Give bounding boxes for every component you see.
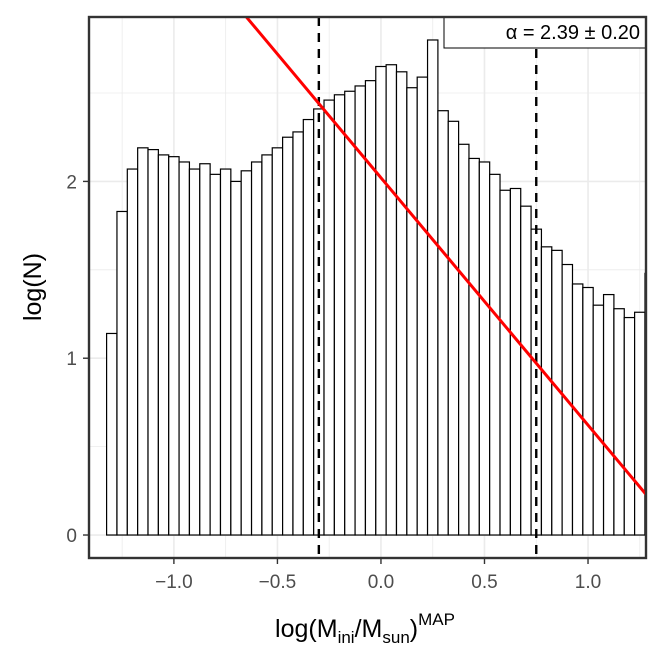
x-tick-label: 0.0: [368, 572, 394, 593]
histogram-bar: [426, 39, 439, 536]
histogram-bar: [271, 147, 284, 536]
histogram-bar: [157, 154, 170, 536]
histogram-bar: [302, 118, 315, 536]
fit-line: [244, 17, 646, 496]
x-tick-label: 0.5: [471, 572, 497, 593]
histogram-bar: [219, 168, 232, 536]
histogram-bar: [323, 99, 335, 536]
x-title-sub1: ini: [338, 628, 355, 647]
x-title-sub2: sun: [382, 628, 409, 647]
x-tick-label: −0.5: [259, 572, 297, 593]
histogram-bar: [582, 286, 594, 536]
histogram-bar: [178, 161, 191, 536]
histogram-bar: [468, 157, 480, 536]
reference-lines: [317, 17, 538, 558]
panel-border: [87, 15, 648, 560]
fit-line-group: [244, 17, 646, 496]
y-tick-label: 2: [66, 172, 77, 193]
histogram-bar: [292, 131, 304, 536]
histogram-bar: [240, 170, 253, 536]
histogram-bar: [489, 173, 501, 536]
histogram-bar: [458, 143, 470, 536]
annotation-box: [443, 16, 647, 49]
histogram-bar: [375, 65, 387, 536]
histogram-bar: [188, 168, 201, 536]
histogram-bar: [261, 154, 273, 536]
histogram-bar: [333, 94, 346, 536]
histogram-bar: [499, 189, 511, 536]
y-tick-label: 0: [66, 526, 77, 547]
histogram-bar: [634, 311, 646, 536]
x-tick-label: 1.0: [575, 572, 601, 593]
x-title-mid: /M: [355, 615, 383, 643]
x-title-main: log(M: [275, 615, 338, 643]
histogram-bar: [250, 161, 263, 536]
histogram-bar: [282, 136, 294, 536]
bars: [106, 39, 664, 536]
histogram-bar: [592, 304, 605, 536]
histogram-bar: [147, 148, 159, 536]
y-axis-title: log(N): [19, 253, 47, 321]
histogram-bar: [416, 76, 429, 536]
histogram-bar: [437, 110, 449, 536]
histogram-bar: [168, 156, 180, 536]
annotation-text: α = 2.39 ± 0.20: [506, 22, 640, 44]
alpha-annotation: α = 2.39 ± 0.20: [443, 16, 647, 49]
y-axis: 0 1 2: [66, 172, 89, 547]
histogram-bar: [509, 187, 522, 536]
histogram-bar: [344, 90, 356, 536]
histogram-bar: [478, 161, 491, 536]
y-tick-label: 1: [66, 349, 77, 370]
histogram-bar: [613, 308, 625, 536]
x-title-sup: MAP: [418, 610, 455, 629]
histogram-bar: [116, 210, 128, 536]
x-tick-label: −1.0: [155, 572, 193, 593]
x-axis-title: log(Mini/Msun)MAP: [275, 610, 455, 647]
histogram-bar: [126, 168, 139, 536]
histogram-bar: [106, 332, 118, 536]
x-title-close: ): [410, 615, 418, 643]
histogram-bar: [137, 147, 149, 536]
histogram-bar: [385, 64, 398, 536]
histogram-bar: [406, 87, 418, 536]
histogram-bar: [623, 316, 636, 536]
histogram-bar: [447, 120, 460, 536]
histogram-bar: [602, 293, 615, 536]
histogram-bar: [230, 180, 242, 536]
histogram-bar: [364, 80, 377, 536]
histogram-bar: [540, 246, 553, 536]
histogram-bar: [199, 163, 211, 536]
x-axis: −1.0 −0.5 0.0 0.5 1.0: [155, 558, 601, 593]
histogram-bar: [395, 71, 408, 536]
histogram-bar: [655, 272, 664, 535]
histogram-bar: [209, 173, 222, 536]
histogram-bar: [520, 205, 532, 536]
